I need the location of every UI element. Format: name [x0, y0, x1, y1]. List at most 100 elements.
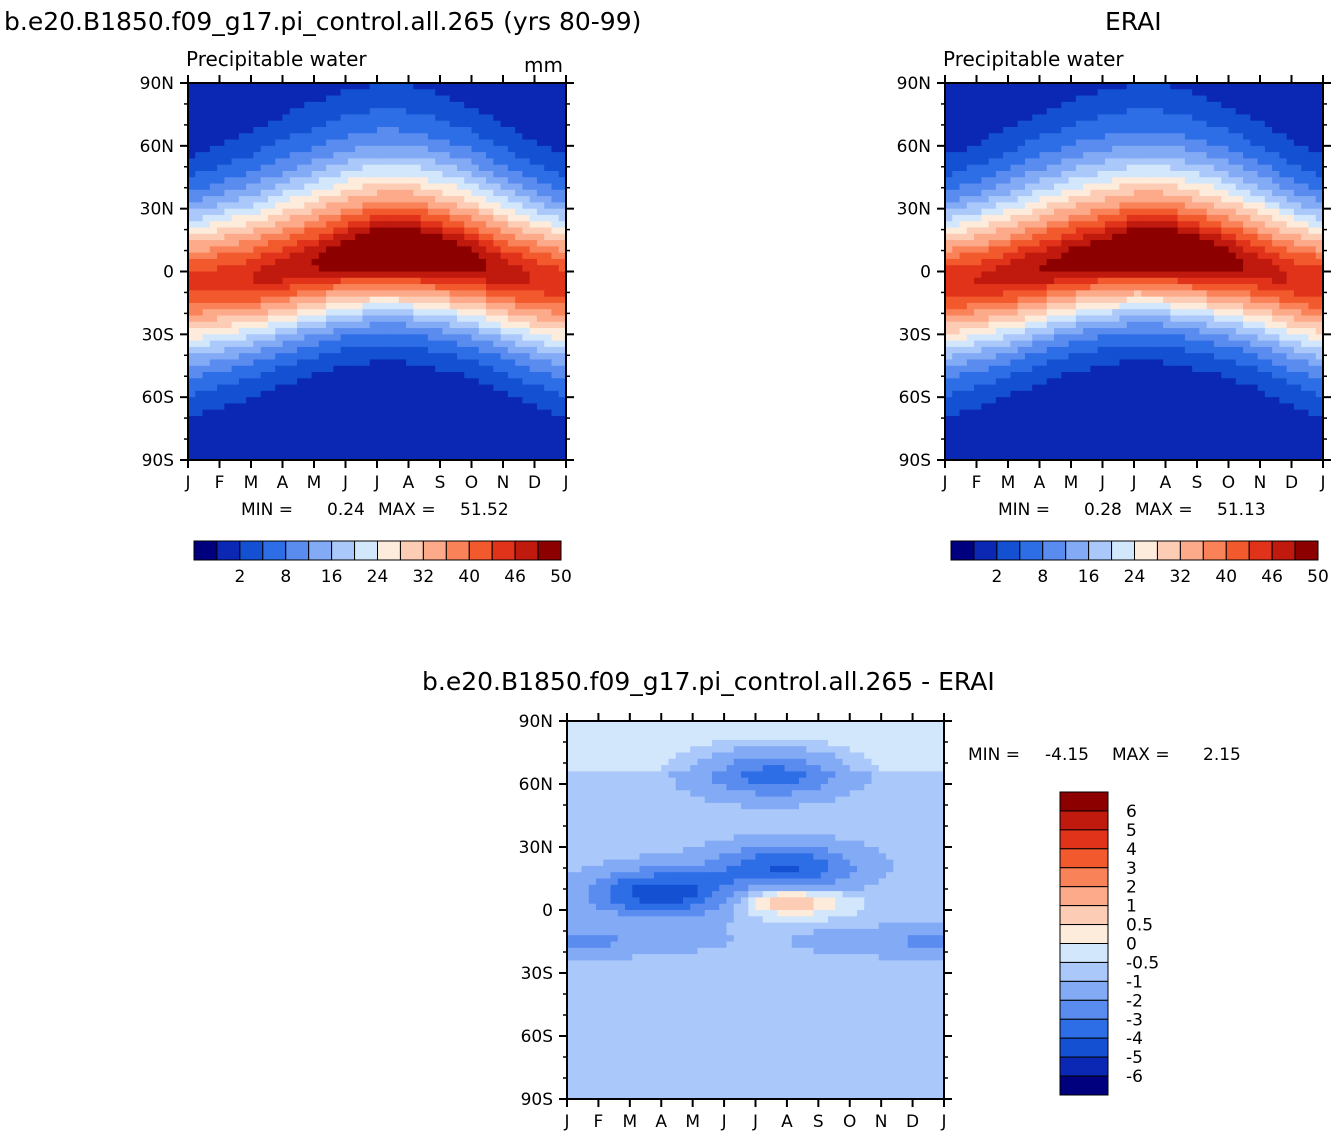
- field-cell: [1003, 202, 1012, 210]
- field-cell: [340, 145, 349, 153]
- field-cell: [289, 252, 298, 260]
- field-cell: [427, 428, 436, 436]
- field-cell: [966, 214, 975, 222]
- field-cell: [1170, 170, 1179, 178]
- field-cell: [1126, 246, 1135, 254]
- field-cell: [1228, 83, 1237, 90]
- field-cell: [478, 152, 487, 159]
- field-cell: [413, 378, 422, 386]
- field-cell: [195, 284, 204, 291]
- field-cell: [246, 108, 255, 116]
- field-cell: [297, 252, 305, 260]
- field-cell: [493, 277, 502, 285]
- field-cell: [398, 126, 407, 134]
- field-cell: [945, 95, 953, 103]
- field-cell: [478, 315, 487, 323]
- field-cell: [1286, 189, 1295, 197]
- field-cell: [1039, 233, 1048, 241]
- field-cell: [1250, 152, 1259, 159]
- field-cell: [1192, 139, 1201, 147]
- field-cell: [1206, 189, 1215, 197]
- field-cell: [988, 196, 997, 203]
- field-cell: [1257, 133, 1266, 141]
- field-cell: [1279, 133, 1288, 141]
- field-cell: [442, 409, 451, 417]
- field-cell: [398, 145, 407, 153]
- field-cell: [202, 397, 211, 405]
- field-cell: [217, 416, 225, 423]
- field-cell: [1184, 258, 1193, 266]
- field-cell: [1272, 95, 1280, 103]
- field-cell: [1032, 83, 1041, 90]
- field-cell: [311, 139, 320, 147]
- field-cell: [246, 252, 255, 260]
- field-cell: [1097, 214, 1106, 222]
- field-cell: [1228, 108, 1237, 116]
- field-cell: [195, 378, 204, 386]
- field-cell: [1134, 221, 1142, 229]
- colorbar-box: [377, 540, 401, 561]
- field-cell: [318, 240, 327, 247]
- field-cell: [959, 240, 968, 247]
- field-cell: [995, 271, 1004, 279]
- field-cell: [486, 177, 494, 185]
- field-cell: [1279, 284, 1288, 291]
- field-cell: [406, 321, 414, 329]
- field-cell: [1250, 133, 1259, 141]
- field-cell: [1148, 126, 1157, 134]
- field-cell: [507, 240, 516, 247]
- field-cell: [202, 346, 211, 354]
- field-cell: [391, 390, 400, 398]
- field-cell: [326, 189, 334, 197]
- field-cell: [1206, 101, 1215, 109]
- field-cell: [1177, 133, 1186, 141]
- field-cell: [297, 152, 305, 159]
- field-cell: [1170, 120, 1179, 128]
- field-cell: [238, 403, 247, 411]
- field-cell: [260, 196, 269, 203]
- field-cell: [318, 378, 327, 386]
- field-cell: [544, 428, 553, 436]
- field-cell: [1134, 227, 1142, 235]
- field-cell: [398, 189, 407, 197]
- field-cell: [304, 170, 313, 178]
- field-cell: [493, 196, 502, 203]
- field-cell: [1061, 89, 1070, 97]
- field-cell: [1003, 114, 1012, 122]
- field-cell: [333, 233, 342, 241]
- field-cell: [224, 152, 233, 159]
- field-cell: [464, 214, 473, 222]
- field-cell: [267, 390, 276, 398]
- field-cell: [420, 170, 429, 178]
- field-cell: [1075, 227, 1084, 235]
- field-cell: [231, 340, 240, 348]
- field-cell: [282, 321, 291, 329]
- field-cell: [1250, 177, 1259, 185]
- field-cell: [413, 309, 422, 317]
- field-cell: [326, 384, 334, 392]
- field-cell: [326, 95, 334, 103]
- field-cell: [1032, 208, 1041, 216]
- field-cell: [988, 202, 997, 210]
- field-cell: [224, 372, 233, 379]
- field-cell: [988, 258, 997, 266]
- field-cell: [1192, 208, 1201, 216]
- field-cell: [188, 108, 196, 116]
- field-cell: [275, 321, 284, 329]
- field-cell: [558, 372, 567, 379]
- field-cell: [384, 328, 393, 335]
- field-cell: [493, 353, 502, 361]
- field-cell: [1163, 208, 1171, 216]
- field-cell: [238, 365, 247, 373]
- field-cell: [1090, 145, 1099, 153]
- colorbar-box: [468, 540, 493, 561]
- field-cell: [304, 139, 313, 147]
- field-cell: [1097, 202, 1106, 210]
- field-cell: [974, 208, 982, 216]
- field-cell: [202, 315, 211, 323]
- field-cell: [1184, 158, 1193, 166]
- field-cell: [1148, 170, 1157, 178]
- field-cell: [529, 240, 538, 247]
- field-cell: [1068, 227, 1077, 235]
- field-cell: [333, 265, 342, 273]
